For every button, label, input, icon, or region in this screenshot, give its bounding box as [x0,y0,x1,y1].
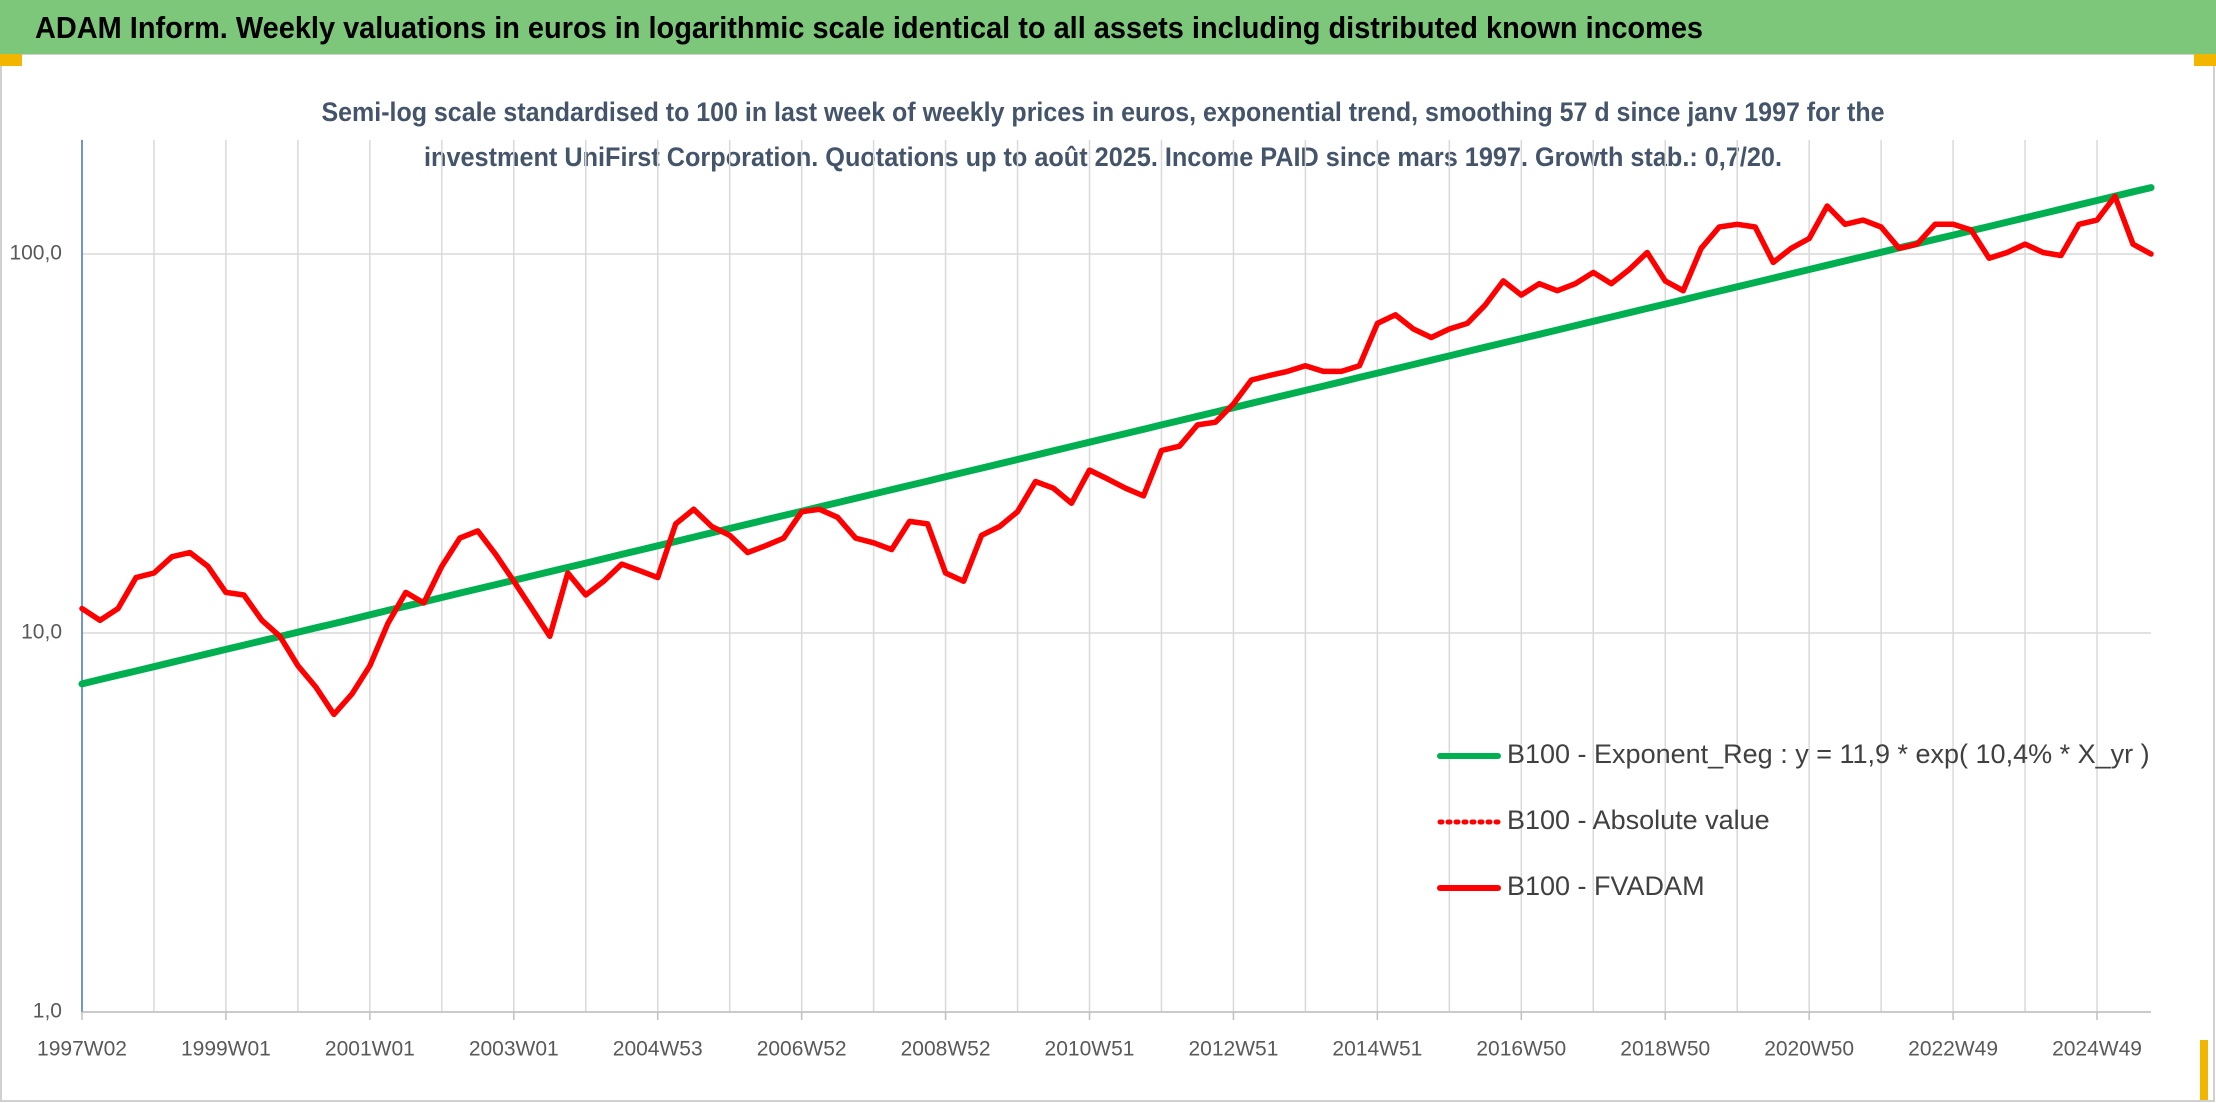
y-tick-label: 10,0 [21,621,62,644]
x-tick-label: 2001W01 [325,1038,415,1061]
corner [2194,54,2216,66]
legend: B100 - Exponent_Reg : y = 11,9 * exp( 10… [1437,739,2150,901]
x-tick-label: 2012W51 [1188,1038,1278,1061]
x-tick-label: 2004W53 [613,1038,703,1061]
y-tick-label: 1,0 [33,1000,62,1023]
x-tick-label: 2006W52 [757,1038,847,1061]
legend-label: B100 - FVADAM [1507,871,1705,901]
x-tick-label: 2008W52 [901,1038,991,1061]
x-tick-label: 2024W49 [2052,1038,2142,1061]
series-line [79,193,2154,718]
corner [2200,1040,2208,1100]
x-tick-label: 1999W01 [181,1038,271,1061]
chart-subtitle: investment UniFirst Corporation. Quotati… [424,142,1782,172]
legend-label: B100 - Exponent_Reg : y = 11,9 * exp( 10… [1507,739,2150,769]
x-tick-label: 2016W50 [1476,1038,1566,1061]
x-tick-label: 2010W51 [1045,1038,1135,1061]
chart-title: ADAM Inform. Weekly valuations in euros … [35,10,1703,45]
y-tick-label: 100,0 [9,242,62,265]
corner [0,54,22,66]
x-tick-label: 2014W51 [1332,1038,1422,1061]
grid: 1,0 10,0 100,0 1997W02 1999W01 2001W01 2003W01… [9,139,2151,1061]
legend-label: B100 - Absolute value [1507,805,1770,835]
x-tick-label: 2018W50 [1620,1038,1710,1061]
x-tick-label: 2003W01 [469,1038,559,1061]
plot [78,184,2155,718]
x-tick-label: 2022W49 [1908,1038,1998,1061]
x-tick-label: 1997W02 [37,1038,127,1061]
header-bar [0,0,2216,54]
x-tick-label: 2020W50 [1764,1038,1854,1061]
chart-subtitle: Semi-log scale standardised to 100 in la… [322,97,1885,127]
